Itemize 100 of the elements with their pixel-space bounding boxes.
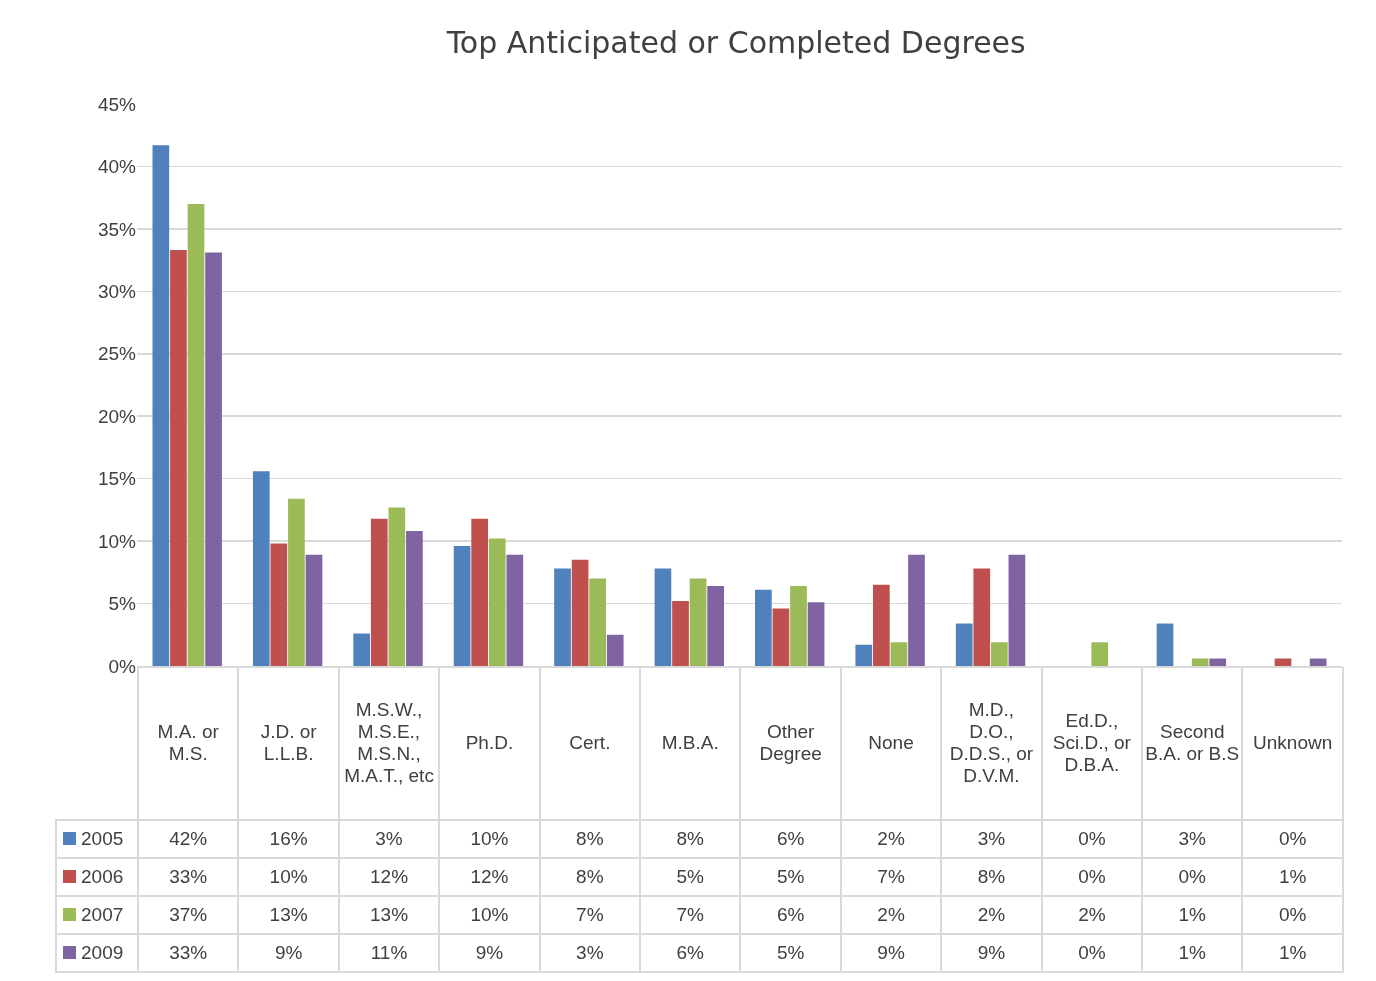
bar (270, 543, 288, 666)
y-tick-label: 35% (97, 218, 137, 240)
bar (370, 518, 388, 666)
legend-label: 2009 (56, 934, 138, 972)
bar (955, 623, 973, 666)
bar (1209, 658, 1227, 666)
bar (654, 568, 672, 666)
legend-label: 2005 (56, 820, 138, 858)
data-label: 7% (539, 896, 641, 934)
y-tick-label: 5% (108, 593, 137, 615)
x-tick-label: M.D., D.O., D.D.S., or D.V.M. (941, 667, 1042, 820)
y-tick-label: 45% (97, 93, 137, 115)
data-label: 0% (1242, 820, 1343, 858)
bar (288, 498, 305, 666)
data-label: 7% (840, 858, 942, 896)
x-tick-label: Other Degree (740, 667, 841, 820)
y-tick-label: 40% (97, 156, 137, 178)
data-label: 3% (539, 934, 641, 972)
bar (707, 586, 724, 666)
data-label: 1% (1242, 934, 1343, 972)
x-tick-label: M.A. or M.S. (138, 667, 239, 820)
bar (252, 471, 270, 666)
data-label: 8% (941, 858, 1042, 896)
chart-title: Top Anticipated or Completed Degrees (445, 24, 1026, 60)
bar (772, 608, 790, 666)
y-tick-label: 25% (97, 343, 137, 365)
data-label: 0% (1041, 858, 1143, 896)
data-label: 0% (1242, 896, 1343, 934)
data-label: 5% (640, 858, 741, 896)
bar (205, 252, 222, 666)
bar (453, 546, 471, 666)
data-label: 16% (238, 820, 339, 858)
x-tick-label: Second B.A. or B.S (1142, 667, 1243, 820)
data-label: 33% (138, 858, 239, 896)
bar (506, 554, 524, 666)
y-tick-label: 10% (97, 530, 137, 552)
bar (1008, 554, 1026, 666)
bar (1274, 658, 1292, 666)
data-label: 9% (840, 934, 942, 972)
data-label: 2% (840, 820, 942, 858)
bar (388, 507, 406, 666)
y-tick-label: 30% (97, 280, 137, 302)
bar (672, 601, 689, 666)
data-label: 10% (439, 820, 540, 858)
legend-label: 2007 (56, 896, 138, 934)
bar (571, 559, 589, 666)
data-label: 5% (740, 858, 841, 896)
data-label: 2% (941, 896, 1042, 934)
data-label: 1% (1142, 934, 1243, 972)
bar (872, 584, 890, 666)
data-label: 1% (1142, 896, 1243, 934)
data-label: 9% (439, 934, 540, 972)
legend-label: 2006 (56, 858, 138, 896)
bar (973, 568, 991, 666)
bar (305, 554, 323, 666)
bar (1091, 642, 1109, 666)
data-label: 37% (138, 896, 239, 934)
data-label: 12% (338, 858, 440, 896)
bar (855, 644, 873, 666)
bar (790, 586, 807, 666)
data-label: 0% (1041, 820, 1143, 858)
data-label: 5% (740, 934, 841, 972)
bar (890, 642, 908, 666)
x-tick-label: Ph.D. (439, 667, 540, 820)
data-label: 1% (1242, 858, 1343, 896)
data-label: 6% (740, 820, 841, 858)
bar (606, 634, 624, 666)
bar (170, 250, 187, 666)
y-tick-label: 15% (97, 468, 137, 490)
data-label: 13% (338, 896, 440, 934)
x-tick-label: M.S.W., M.S.E., M.S.N., M.A.T., etc (338, 667, 440, 820)
bar (689, 578, 707, 666)
y-tick-label: 20% (97, 405, 137, 427)
x-tick-label: J.D. or L.L.B. (238, 667, 339, 820)
data-label: 13% (238, 896, 339, 934)
x-tick-label: Cert. (539, 667, 641, 820)
y-tick-label: 0% (108, 655, 137, 677)
data-label: 10% (238, 858, 339, 896)
bar (406, 531, 423, 666)
bar (471, 518, 489, 666)
bar (807, 602, 825, 666)
bar (554, 568, 571, 666)
data-label: 6% (740, 896, 841, 934)
bar (1191, 658, 1209, 666)
data-label: 7% (640, 896, 741, 934)
data-label: 8% (539, 820, 641, 858)
bar (187, 203, 205, 666)
bar (353, 633, 371, 666)
data-label: 11% (338, 934, 440, 972)
data-label: 42% (138, 820, 239, 858)
x-tick-label: Ed.D., Sci.D., or D.B.A. (1041, 667, 1143, 820)
data-label: 0% (1041, 934, 1143, 972)
data-label: 8% (640, 820, 741, 858)
bar (908, 554, 925, 666)
bar (1156, 623, 1174, 666)
data-label: 3% (338, 820, 440, 858)
data-label: 2% (840, 896, 942, 934)
data-label: 8% (539, 858, 641, 896)
x-tick-label: M.B.A. (640, 667, 741, 820)
data-label: 9% (238, 934, 339, 972)
